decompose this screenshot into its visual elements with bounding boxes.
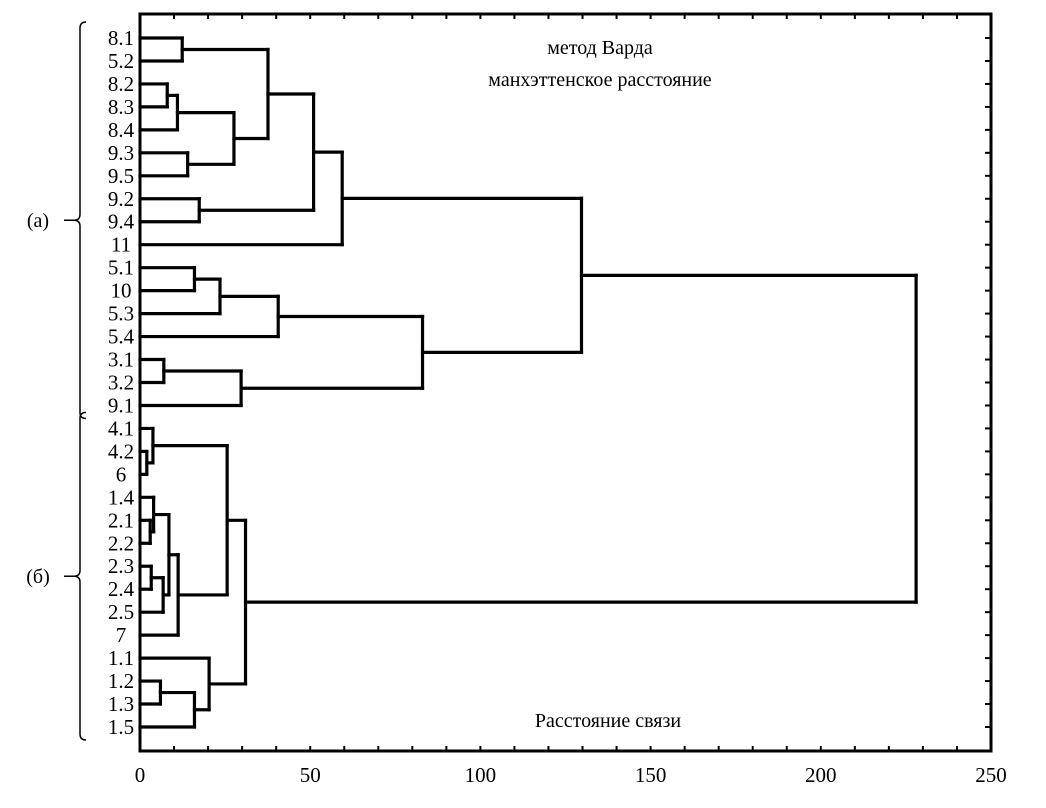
chart-title-line-2: манхэттенское расстояние	[488, 69, 712, 91]
leaf-label: 9.1	[108, 393, 134, 417]
leaf-label: 8.2	[108, 72, 134, 96]
leaf-label: 1.4	[108, 485, 135, 509]
leaf-label: 9.5	[108, 164, 134, 188]
leaf-label: 1.2	[108, 669, 134, 693]
leaf-label: 10	[111, 279, 132, 303]
leaf-label: 7	[116, 623, 127, 647]
leaf-label: 3.2	[108, 371, 134, 395]
leaf-label: 1.5	[108, 715, 134, 739]
x-tick-label: 150	[635, 763, 667, 787]
leaf-label: 8.1	[108, 26, 134, 50]
leaf-label: 8.3	[108, 95, 134, 119]
leaf-label: 5.3	[108, 302, 134, 326]
leaf-label: 4.1	[108, 416, 134, 440]
group-bracket	[73, 21, 87, 420]
leaf-label: 2.5	[108, 600, 134, 624]
leaf-labels: 8.15.28.28.38.49.39.59.29.4115.1105.35.4…	[108, 26, 135, 739]
leaf-label: 1.1	[108, 646, 134, 670]
leaf-label: 9.4	[108, 210, 135, 234]
group-label: (а)	[27, 210, 49, 232]
leaf-label: 1.3	[108, 692, 134, 716]
leaf-label: 5.4	[108, 325, 135, 349]
x-axis-label: Расстояние связи	[535, 710, 681, 732]
leaf-label: 8.4	[108, 118, 135, 142]
leaf-label: 2.4	[108, 577, 135, 601]
leaf-label: 4.2	[108, 439, 134, 463]
x-tick-label: 50	[300, 763, 321, 787]
chart-title-line-1: метод Варда	[547, 37, 653, 59]
leaf-label: 2.2	[108, 531, 134, 555]
x-tick-label: 0	[135, 763, 146, 787]
x-tick-label: 200	[805, 763, 837, 787]
leaf-label: 2.1	[108, 508, 134, 532]
leaf-label: 2.3	[108, 554, 134, 578]
leaf-label: 5.2	[108, 49, 134, 73]
group-bracket	[73, 411, 87, 741]
leaf-label: 9.3	[108, 141, 134, 165]
group-label: (б)	[26, 566, 50, 588]
group-brackets: (а) (б)	[26, 21, 87, 741]
axis-ticks: 0 50 100 150 200 250	[135, 14, 1007, 787]
leaf-label: 6	[116, 462, 127, 486]
leaf-label: 9.2	[108, 187, 134, 211]
x-tick-label: 250	[975, 763, 1007, 787]
leaf-label: 5.1	[108, 256, 134, 280]
x-tick-label: 100	[465, 763, 497, 787]
leaf-label: 3.1	[108, 348, 134, 372]
dendrogram-links	[138, 36, 918, 729]
leaf-label: 11	[111, 233, 131, 257]
